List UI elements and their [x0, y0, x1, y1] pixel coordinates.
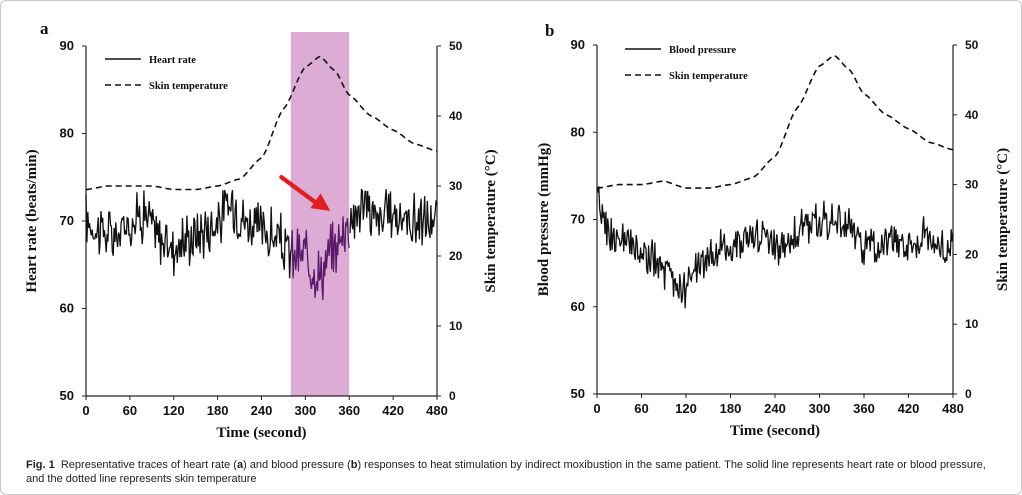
x-axis-label: Time (second)	[216, 425, 306, 441]
x-tick-label: 360	[853, 401, 875, 416]
stimulation-highlight-band	[290, 32, 350, 396]
y-tick-label: 60	[60, 301, 74, 316]
x-tick-label: 420	[898, 401, 920, 416]
series-blood-pressure-line	[596, 186, 954, 309]
x-tick-label: 300	[809, 401, 831, 416]
legend-entry: Blood pressure	[669, 45, 736, 56]
series-heart-rate-line-highlighted	[290, 216, 350, 301]
y2-tick-label: 20	[449, 249, 463, 263]
x-tick-label: 180	[720, 401, 742, 416]
red-arrow-shaft	[279, 175, 323, 209]
x-tick-label: 120	[675, 401, 697, 416]
x-tick-label: 60	[634, 401, 648, 416]
y2-tick-label: 30	[965, 178, 979, 192]
y2-axis-label: Skin temperature (°C)	[995, 148, 1011, 291]
chart-panel-a: a 0 60 120 180 240 300 360 420 480 50 60 70 80 90 0 10 20…	[24, 19, 499, 441]
caption-text-1: Representative traces of heart rate (	[60, 459, 237, 471]
x-tick-label: 120	[163, 403, 185, 418]
y2-axis-label: Skin temperature (°C)	[483, 149, 499, 292]
y2-tick-label: 20	[965, 247, 979, 261]
caption-label: Fig. 1	[26, 459, 55, 471]
y-tick-label: 80	[571, 124, 585, 139]
x-tick-label: 240	[251, 403, 273, 418]
y2-tick-label: 40	[449, 109, 463, 123]
y-tick-label: 70	[571, 212, 585, 227]
panel-label-a: a	[40, 19, 49, 38]
x-tick-label: 480	[942, 401, 964, 416]
y-tick-label: 60	[571, 299, 585, 314]
series-skin-temperature-line	[85, 55, 438, 191]
x-tick-label: 480	[426, 403, 448, 418]
y2-tick-label: 0	[965, 387, 972, 401]
x-tick-label: 180	[207, 403, 229, 418]
y-tick-label: 50	[60, 388, 74, 403]
y2-tick-label: 40	[965, 108, 979, 122]
x-tick-label: 60	[123, 403, 137, 418]
figure-caption: Fig. 1 Representative traces of heart ra…	[26, 458, 1001, 486]
x-tick-label: 240	[764, 401, 786, 416]
y2-tick-label: 10	[965, 317, 979, 331]
x-tick-label: 0	[82, 403, 89, 418]
x-axis-label: Time (second)	[730, 423, 820, 439]
y2-tick-label: 50	[965, 38, 979, 52]
caption-text-3: ) responses to heat stimulation by indir…	[26, 459, 986, 485]
series-heart-rate-line	[85, 188, 438, 279]
legend-entry: Skin temperature	[669, 71, 748, 82]
y-axis-label: Heart rate (beats/min)	[24, 149, 40, 292]
caption-panel-b-ref: b	[350, 459, 358, 471]
red-arrow-head-icon	[310, 193, 331, 211]
y-tick-label: 50	[571, 386, 585, 401]
y2-tick-label: 30	[449, 179, 463, 193]
y2-tick-label: 10	[449, 319, 463, 333]
legend-entry: Heart rate	[149, 55, 196, 66]
chart-panel-b: b 0 60 120 180 240 300 360 420 480 50 60 70 80 90 0 10 20…	[536, 21, 1011, 439]
panel-label-b: b	[545, 21, 554, 40]
y2-tick-label: 0	[449, 389, 456, 403]
x-tick-label: 360	[338, 403, 360, 418]
caption-text-2: ) and blood pressure (	[243, 459, 351, 471]
x-tick-label: 0	[593, 401, 600, 416]
y-tick-label: 80	[60, 126, 74, 141]
legend-entry: Skin temperature	[149, 81, 228, 92]
y-axis-label: Blood pressure (mmHg)	[536, 143, 552, 297]
x-tick-label: 420	[382, 403, 404, 418]
y2-tick-label: 50	[449, 39, 463, 53]
y-tick-label: 90	[571, 37, 585, 52]
y-tick-label: 90	[60, 38, 74, 53]
y-tick-label: 70	[60, 213, 74, 228]
caption-panel-a-ref: a	[236, 459, 244, 471]
x-tick-label: 300	[295, 403, 317, 418]
